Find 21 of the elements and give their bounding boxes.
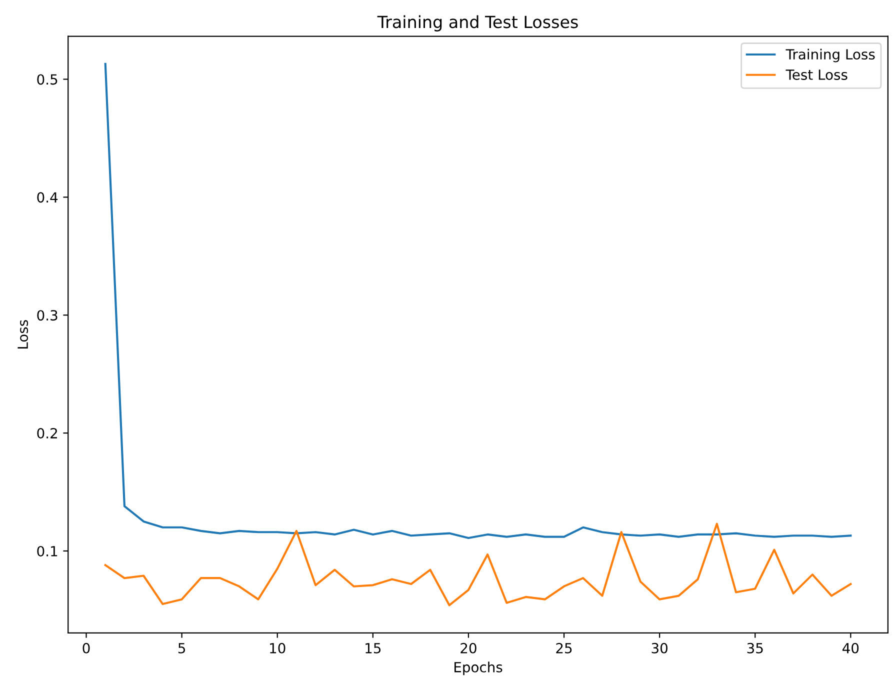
y-tick-label: 0.4 (37, 192, 58, 203)
line-series (104, 522, 852, 606)
x-tick-label: 20 (460, 642, 476, 654)
x-axis-title: Epochs (454, 662, 502, 676)
legend-label: Training Loss (786, 48, 875, 62)
y-tick-label: 0.1 (37, 546, 58, 556)
y-tick-label: 0.5 (37, 74, 58, 85)
x-tick-label: 10 (270, 642, 286, 654)
x-tick-label: 0 (82, 642, 90, 654)
y-tick-label: 0.2 (37, 428, 57, 439)
x-tick-label: 30 (652, 642, 668, 654)
y-axis-title: Loss (18, 320, 28, 348)
x-tick-label: 35 (747, 642, 763, 654)
x-tick-label: 5 (178, 643, 186, 654)
y-tick-label: 0.3 (37, 310, 58, 321)
chart-title: Training and Test Losses (377, 15, 578, 32)
line-series (104, 62, 852, 540)
legend-label: Test Loss (786, 70, 848, 80)
x-tick-label: 15 (366, 643, 381, 654)
x-tick-label: 25 (556, 642, 572, 654)
x-tick-label: 40 (842, 642, 859, 654)
